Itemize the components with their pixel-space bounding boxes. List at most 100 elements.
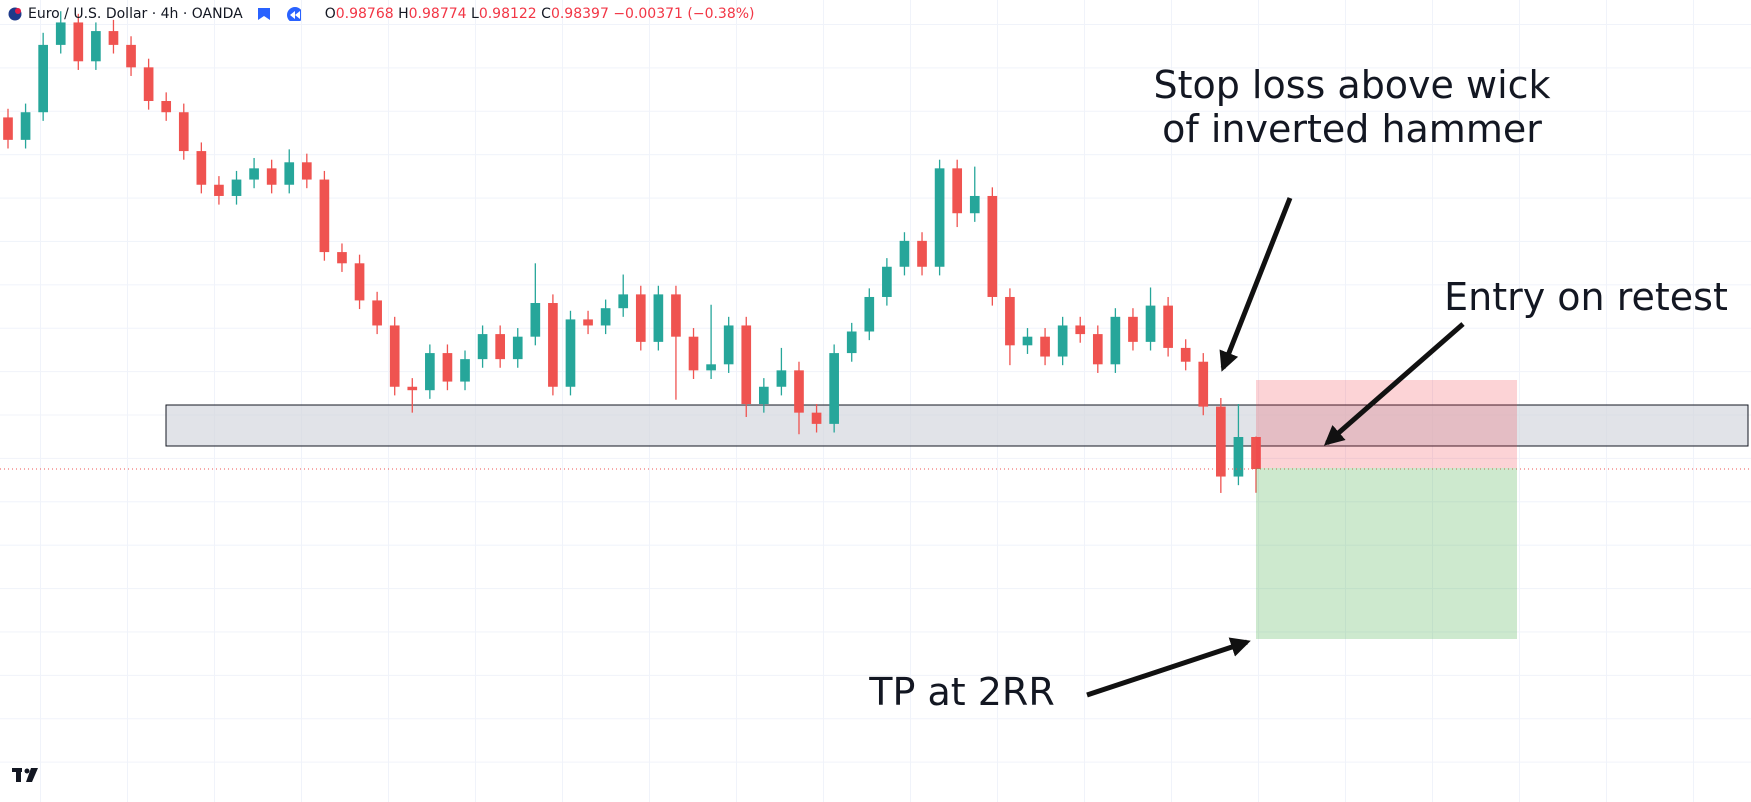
candle-body: [477, 334, 488, 360]
candle-body: [73, 22, 84, 62]
candle-body: [1233, 436, 1244, 477]
candle-body: [723, 325, 734, 365]
candle-body: [143, 67, 154, 102]
candle-body: [952, 168, 963, 214]
candle-body: [512, 336, 523, 360]
candle-body: [108, 31, 119, 45]
candle-body: [249, 168, 259, 180]
stop-zone: [1256, 380, 1517, 468]
candle-body: [583, 319, 593, 326]
candle-body: [1092, 334, 1103, 365]
candle-body: [266, 168, 277, 185]
low-value: 0.98122: [478, 6, 537, 22]
flag-icon: [8, 7, 22, 21]
header: Euro / U.S. Dollar · 4h · OANDA O0.98768…: [8, 6, 755, 22]
candle-body: [1180, 347, 1191, 362]
candle-body: [284, 162, 295, 185]
candles: [0, 11, 1751, 493]
ohlc-label: C: [541, 6, 551, 22]
arrows: [1086, 197, 1465, 698]
candle-body: [565, 319, 576, 387]
candle-body: [1216, 406, 1226, 477]
candle-body: [319, 179, 330, 253]
candle-body: [653, 294, 664, 342]
candle-body: [126, 44, 136, 68]
candle-body: [811, 412, 822, 424]
candle-body: [917, 240, 927, 267]
close-value: 0.98397: [550, 6, 609, 22]
candle-body: [776, 370, 787, 387]
change: −0.00371 (−0.38%): [613, 6, 755, 22]
candle-body: [969, 195, 980, 214]
candle-body: [337, 252, 347, 264]
candle-body: [231, 179, 242, 196]
candle-body: [372, 300, 382, 326]
annotation: of inverted hammer: [1162, 107, 1542, 151]
candle-body: [530, 303, 541, 337]
candle-body: [442, 353, 453, 382]
candle-body: [706, 364, 716, 371]
annotation: TP at 2RR: [868, 670, 1054, 714]
candle-body: [829, 353, 839, 424]
candle-body: [55, 22, 66, 45]
candle-body: [460, 359, 470, 382]
candle-body: [864, 296, 875, 332]
ohlc-label: O: [324, 6, 336, 22]
candle-body: [635, 294, 646, 342]
candle-body: [38, 44, 48, 113]
position-tool: [1256, 380, 1517, 639]
candle-body: [91, 31, 101, 62]
zone-layer: [165, 404, 1749, 447]
candle-body: [1005, 296, 1015, 346]
support-zone: [165, 404, 1749, 447]
candle-body: [1128, 316, 1138, 342]
candle-body: [178, 112, 189, 152]
candle-body: [1251, 436, 1261, 470]
arrow: [1323, 322, 1465, 446]
replay-button[interactable]: [286, 7, 301, 21]
annotation: Stop loss above wick: [1153, 63, 1550, 107]
arrow: [1086, 637, 1251, 698]
candle-body: [899, 240, 910, 267]
candle-body: [688, 336, 699, 371]
candle-body: [301, 162, 312, 180]
candle-body: [214, 184, 224, 196]
candle-body: [987, 195, 998, 297]
candle-body: [1163, 305, 1173, 348]
candle-body: [600, 308, 611, 326]
candle-body: [1198, 361, 1209, 407]
candle-body: [495, 334, 506, 360]
candle-body: [3, 117, 13, 140]
high-value: 0.98774: [408, 6, 467, 22]
symbol: Euro / U.S. Dollar · 4h · OANDA: [28, 6, 243, 22]
candle-body: [618, 294, 629, 309]
candle-body: [1110, 316, 1121, 365]
target-zone: [1256, 468, 1517, 639]
candle-body: [425, 353, 435, 391]
open-value: 0.98768: [335, 6, 394, 22]
tradingview-logo: [12, 768, 38, 782]
flag-marker[interactable]: [257, 7, 271, 21]
candle-body: [196, 151, 207, 185]
candle-body: [1022, 336, 1033, 346]
annotation: Entry on retest: [1444, 275, 1728, 319]
candle-body: [671, 294, 681, 337]
candle-body: [882, 266, 892, 297]
ohlc: O0.98768 H0.98774 L0.98122 C0.98397 −0.0…: [325, 6, 755, 22]
candle-body: [389, 325, 400, 387]
candle-body: [161, 101, 172, 113]
candle-body: [20, 112, 31, 140]
candle-body: [1057, 325, 1068, 357]
ohlc-label: L: [471, 6, 479, 22]
arrow: [1219, 197, 1293, 372]
candle-body: [354, 263, 365, 301]
candle-body: [846, 331, 857, 354]
candle-body: [758, 386, 769, 405]
candle-body: [794, 370, 804, 413]
candle-body: [934, 168, 945, 267]
candle-body: [407, 386, 418, 391]
